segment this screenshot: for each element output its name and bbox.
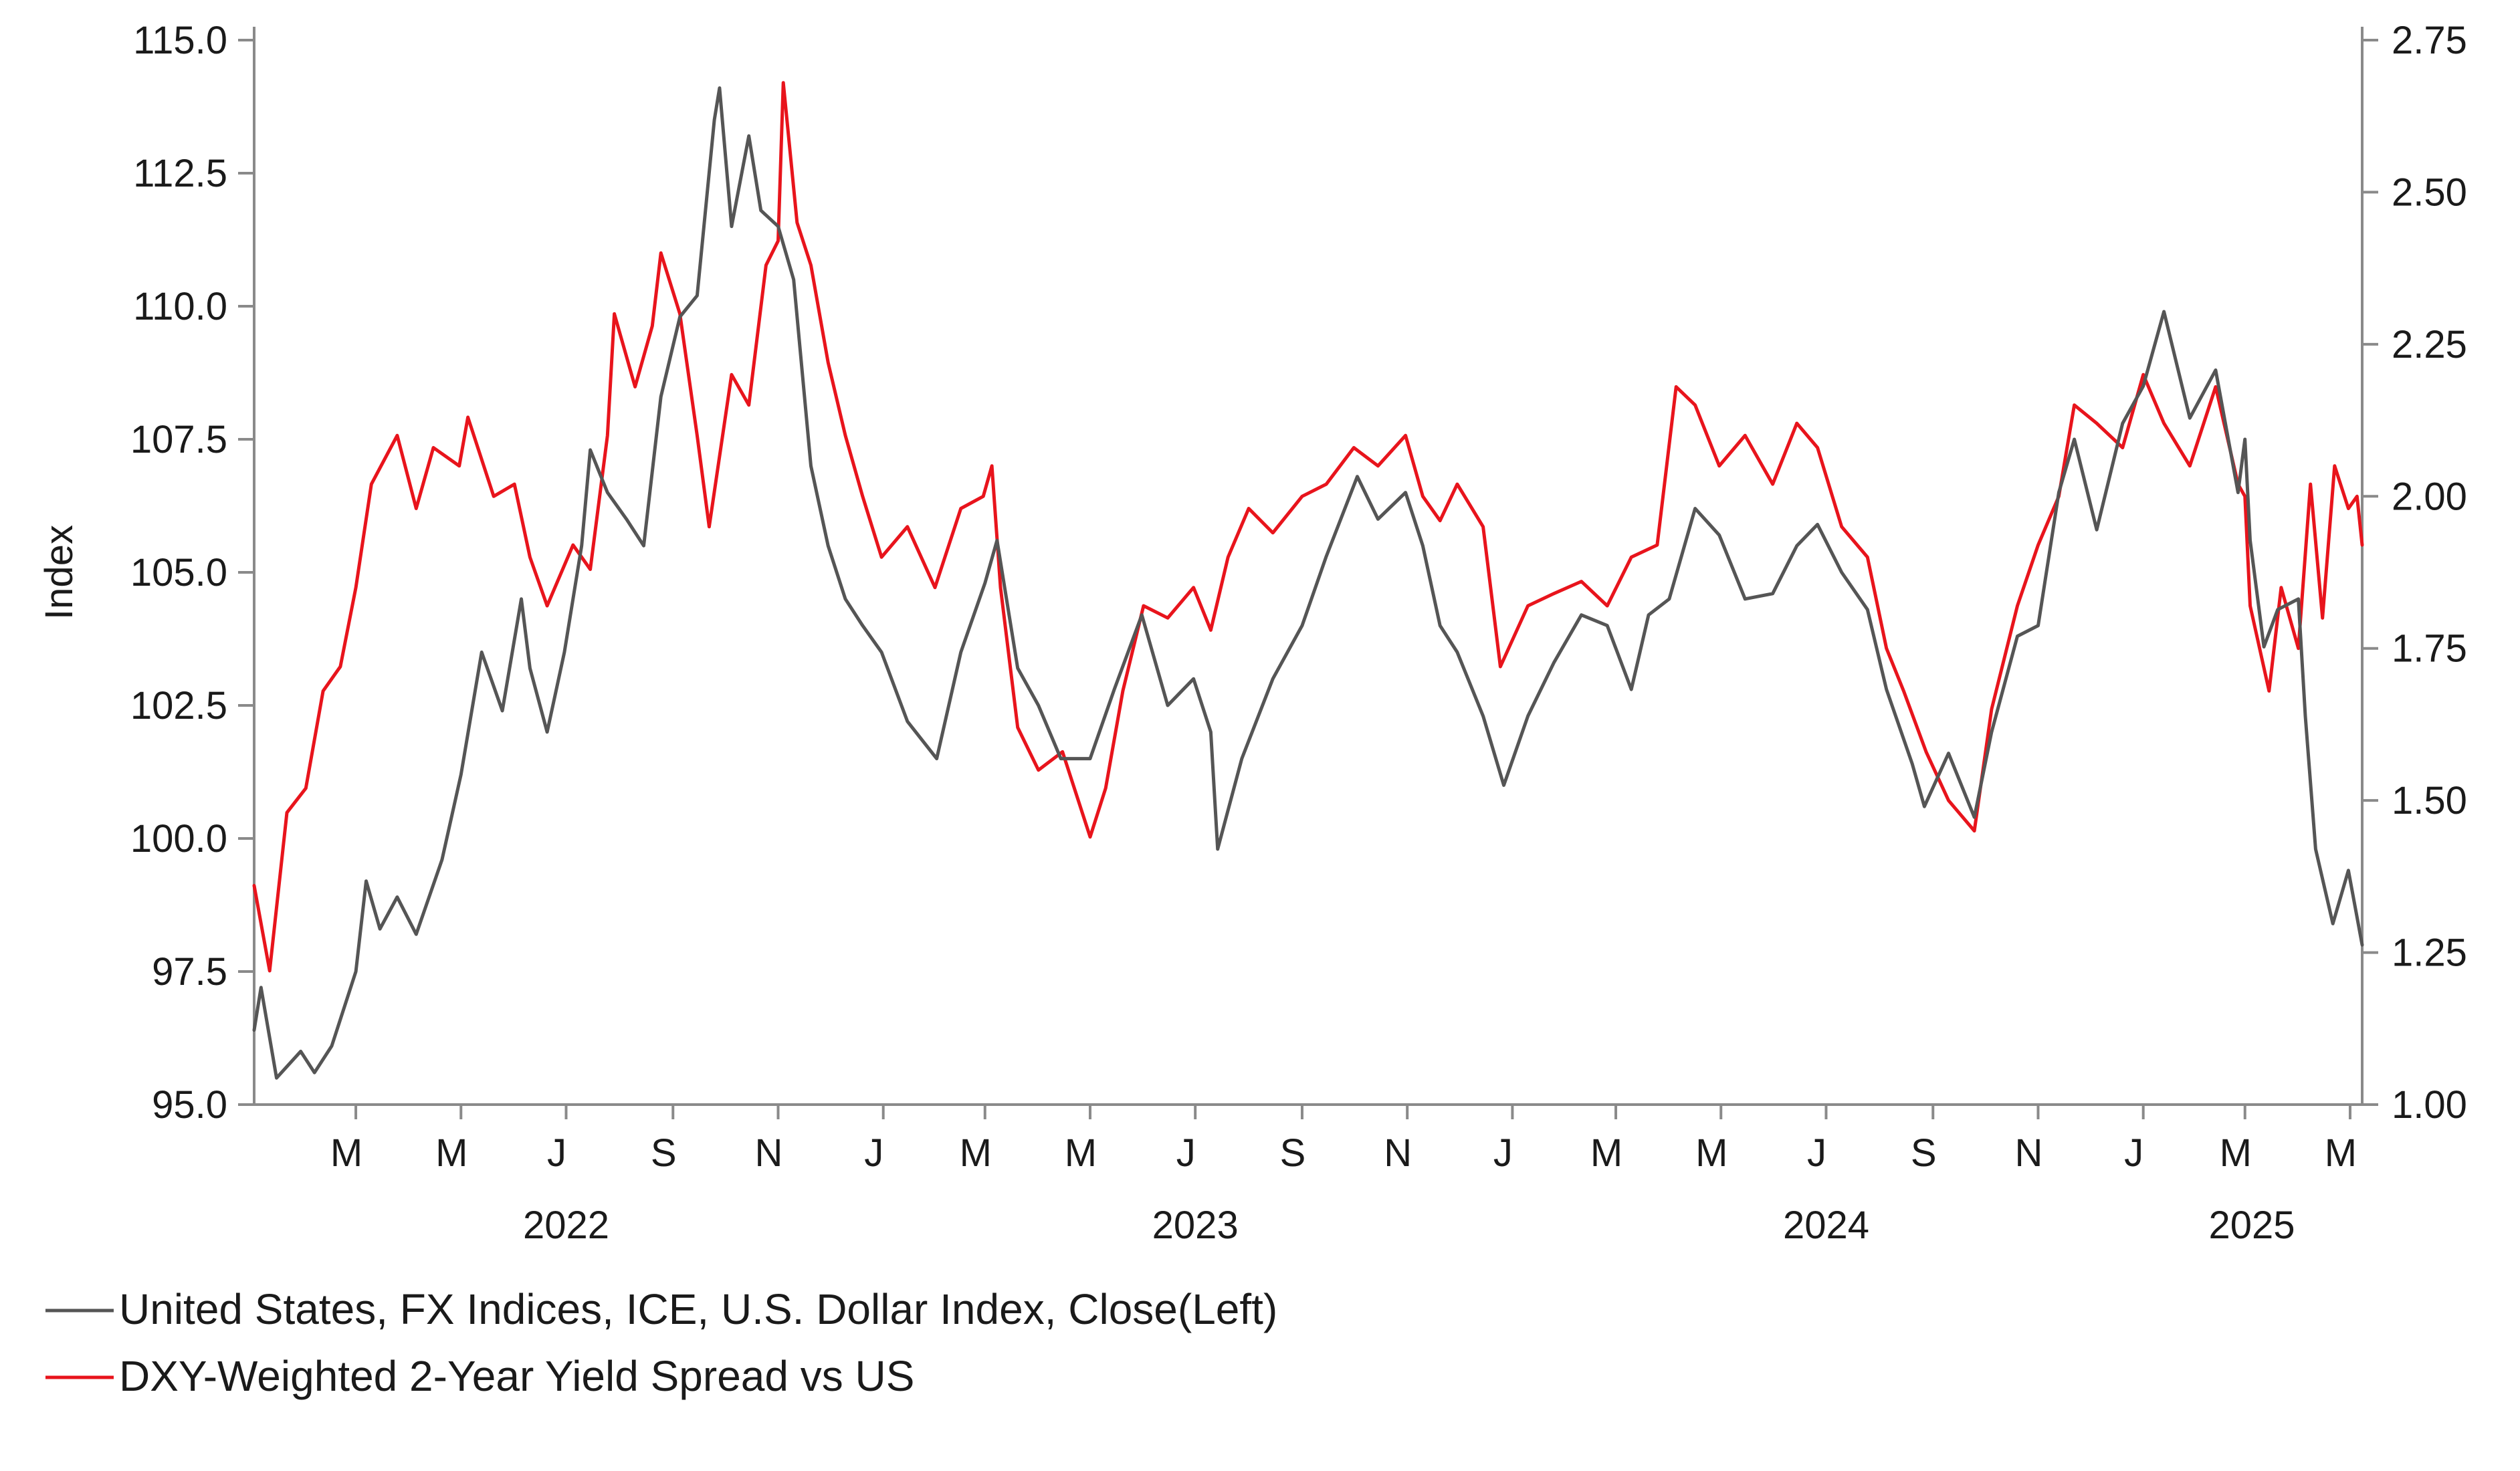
x-month-label: N [755,1131,783,1175]
series-line-dollar-index [252,86,2364,1080]
right-y-tick-label: 1.75 [2392,627,2467,671]
series-line-yield-spread [252,81,2364,973]
left-y-tick-label: 95.0 [152,1083,227,1127]
right-y-tick-label: 1.00 [2392,1083,2467,1127]
x-month-label: J [864,1131,883,1175]
x-month-label: M [1590,1131,1622,1175]
x-month-label: J [2124,1131,2143,1175]
left-y-tick-label: 97.5 [152,950,227,994]
x-month-label: J [547,1131,566,1175]
left-y-ticks: 95.0 97.5 100.0 102.5 105.0 107.5 110.0 112.5 11… [130,19,254,1127]
x-month-label: S [651,1131,677,1175]
series-layer [252,81,2364,1080]
x-month-label: M [2220,1131,2252,1175]
left-y-tick-label: 102.5 [130,684,227,727]
x-month-label: J [1493,1131,1513,1175]
right-y-ticks: 1.00 1.25 1.50 1.75 2.00 2.25 2.50 2.75 [2362,19,2467,1127]
right-y-tick-label: 1.50 [2392,779,2467,822]
x-month-label: M [2325,1131,2357,1175]
right-y-tick-label: 1.25 [2392,931,2467,975]
x-month-label: M [1065,1131,1097,1175]
legend-label: DXY-Weighted 2-Year Yield Spread vs US [119,1352,914,1400]
legend: United States, FX Indices, ICE, U.S. Dol… [45,1285,1277,1400]
left-y-tick-label: 110.0 [133,285,227,328]
left-y-tick-label: 115.0 [133,19,227,62]
x-month-label: J [1176,1131,1196,1175]
left-y-tick-label: 112.5 [133,152,227,195]
legend-label: United States, FX Indices, ICE, U.S. Dol… [119,1285,1277,1333]
x-year-label: 2025 [2209,1204,2295,1247]
x-ticks: M M J S N J M M J S N J M M J S N J M M 2022 2023 2024 2025 [330,1105,2357,1247]
x-year-label: 2022 [523,1204,609,1247]
right-y-tick-label: 2.50 [2392,171,2467,214]
x-month-label: J [1807,1131,1826,1175]
left-y-tick-label: 105.0 [130,551,227,594]
x-month-label: N [2015,1131,2043,1175]
left-y-tick-label: 107.5 [130,418,227,461]
x-month-label: M [1695,1131,1727,1175]
x-month-label: M [330,1131,362,1175]
right-y-tick-label: 2.75 [2392,19,2467,62]
x-month-label: S [1280,1131,1306,1175]
right-y-tick-label: 2.25 [2392,323,2467,366]
right-y-tick-label: 2.00 [2392,475,2467,518]
x-month-label: S [1911,1131,1937,1175]
x-month-label: M [960,1131,992,1175]
x-month-label: N [1384,1131,1412,1175]
y-axis-title-left: Index [37,525,81,620]
x-year-label: 2024 [1783,1204,1869,1247]
axes [253,27,2364,1106]
x-year-label: 2023 [1152,1204,1239,1247]
left-y-tick-label: 100.0 [130,817,227,861]
x-month-label: M [435,1131,467,1175]
